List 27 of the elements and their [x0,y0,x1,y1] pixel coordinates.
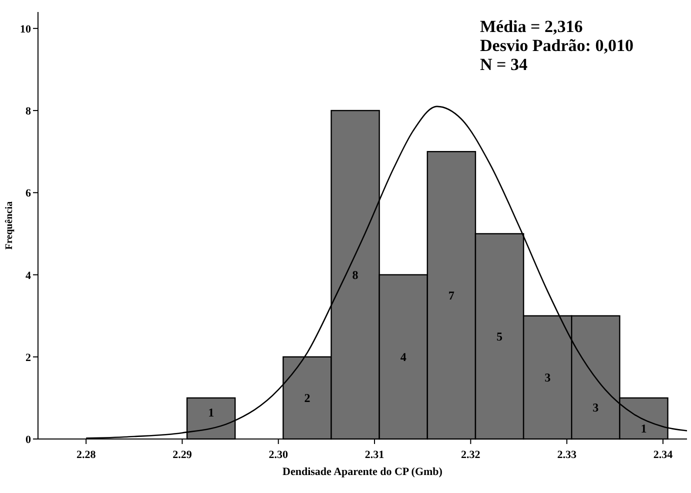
y-tick-label: 4 [26,270,32,282]
x-tick-label: 2.33 [557,449,577,461]
x-tick-label: 2.28 [76,449,96,461]
data-label: 1 [640,422,647,436]
data-label: 5 [496,329,503,344]
y-tick-label: 10 [20,23,32,36]
x-tick-label: 2.30 [268,449,288,461]
annotation: Média = 2,316 [480,17,583,36]
y-tick-label: 2 [26,352,32,364]
data-label: 7 [448,288,454,302]
y-tick-label: 0 [26,434,32,446]
y-axis-title: Frequência [4,201,15,250]
x-tick-label: 2.29 [172,449,192,461]
data-label: 1 [208,405,214,420]
y-tick-label: 6 [26,188,32,200]
data-label: 4 [400,350,406,364]
data-label: 2 [304,390,310,405]
annotation: N = 34 [480,55,528,74]
data-label: 3 [544,370,551,384]
y-tick-label: 8 [26,106,32,118]
data-label: 8 [352,268,358,282]
x-axis-title: Dendisade Aparente do CP (Gmb) [282,466,443,478]
x-tick-label: 2.34 [653,449,674,461]
x-tick-label: 2.31 [364,449,384,461]
x-tick-label: 2.32 [461,449,481,461]
data-label: 3 [592,400,599,415]
annotation: Desvio Padrão: 0,010 [480,36,634,55]
